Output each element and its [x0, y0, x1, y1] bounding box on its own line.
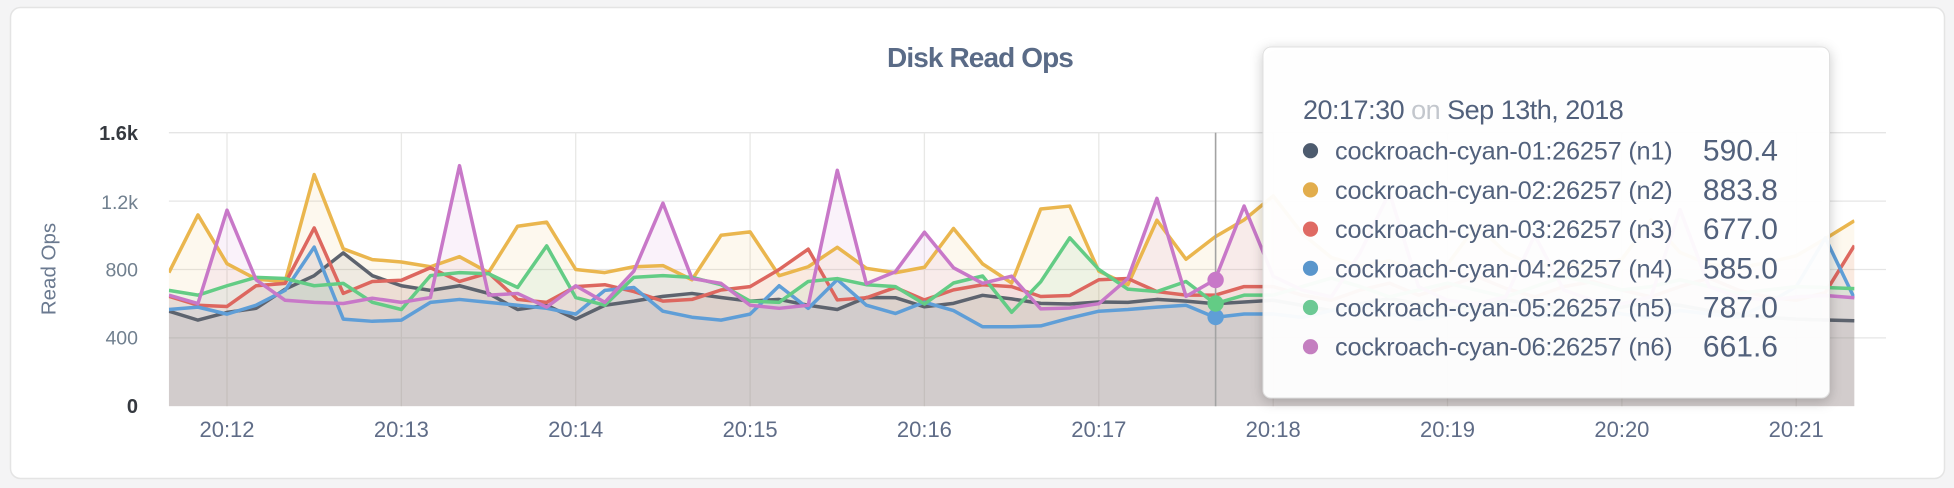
svg-text:cockroach-cyan-05:26257 (n5): cockroach-cyan-05:26257 (n5) — [1335, 295, 1673, 323]
svg-text:cockroach-cyan-06:26257 (n6): cockroach-cyan-06:26257 (n6) — [1335, 334, 1673, 362]
svg-text:590.4: 590.4 — [1703, 135, 1778, 168]
svg-text:400: 400 — [105, 327, 138, 349]
svg-text:20:17:30 on Sep 13th, 2018: 20:17:30 on Sep 13th, 2018 — [1303, 95, 1623, 125]
svg-text:20:14: 20:14 — [548, 417, 603, 442]
svg-text:20:20: 20:20 — [1594, 417, 1649, 442]
svg-text:1.6k: 1.6k — [99, 123, 139, 145]
svg-text:20:15: 20:15 — [723, 417, 778, 442]
svg-text:20:21: 20:21 — [1769, 417, 1824, 442]
svg-text:cockroach-cyan-03:26257 (n3): cockroach-cyan-03:26257 (n3) — [1335, 216, 1673, 244]
svg-text:Read Ops: Read Ops — [38, 223, 61, 315]
svg-text:20:19: 20:19 — [1420, 417, 1475, 442]
svg-text:cockroach-cyan-02:26257 (n2): cockroach-cyan-02:26257 (n2) — [1335, 177, 1673, 205]
svg-text:20:12: 20:12 — [199, 417, 254, 442]
svg-text:800: 800 — [105, 260, 138, 282]
svg-text:883.8: 883.8 — [1703, 174, 1778, 207]
svg-text:cockroach-cyan-01:26257 (n1): cockroach-cyan-01:26257 (n1) — [1335, 138, 1673, 166]
svg-text:0: 0 — [127, 396, 138, 418]
svg-text:1.2k: 1.2k — [101, 192, 138, 214]
svg-text:20:16: 20:16 — [897, 417, 952, 442]
svg-text:661.6: 661.6 — [1703, 331, 1778, 364]
svg-text:20:13: 20:13 — [374, 417, 429, 442]
svg-text:Disk Read Ops: Disk Read Ops — [887, 42, 1073, 73]
svg-text:cockroach-cyan-04:26257 (n4): cockroach-cyan-04:26257 (n4) — [1335, 255, 1673, 283]
svg-text:677.0: 677.0 — [1703, 213, 1778, 246]
svg-text:20:17: 20:17 — [1071, 417, 1126, 442]
svg-text:585.0: 585.0 — [1703, 252, 1778, 285]
svg-text:20:18: 20:18 — [1246, 417, 1301, 442]
svg-text:787.0: 787.0 — [1703, 292, 1778, 325]
